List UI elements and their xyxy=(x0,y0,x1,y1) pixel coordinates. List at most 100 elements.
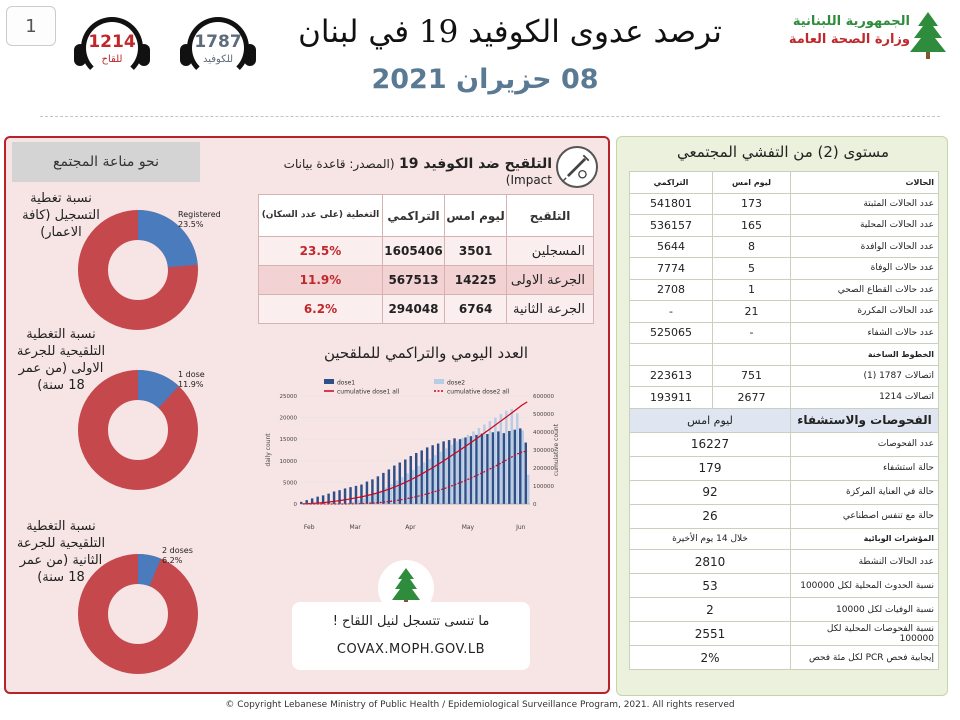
y-tick-label: 25000 xyxy=(280,394,298,400)
donut-registered xyxy=(78,210,198,330)
bar-dose1 xyxy=(453,438,456,504)
row-label: حالة في العناية المركزة xyxy=(790,479,939,505)
bar-dose2 xyxy=(466,434,470,504)
row-label: نسبة الحدوث المحلية لكل 100000 xyxy=(790,573,939,598)
bar-dose1 xyxy=(300,501,303,504)
bar-dose2 xyxy=(373,493,377,504)
value-cell: 92 xyxy=(629,479,791,505)
daily-value: 173 xyxy=(712,192,791,215)
cumulative-value: 7774 xyxy=(629,257,713,280)
bar-dose1 xyxy=(469,436,473,504)
y2-tick-label: 300000 xyxy=(533,448,554,454)
registration-text: ما تنسى تتسجل لنيل اللقاح ! xyxy=(332,614,490,629)
daily-value: 6764 xyxy=(444,294,508,324)
bar-dose1 xyxy=(393,465,396,504)
bar-dose1 xyxy=(343,488,347,504)
covid-hotline-number: 1787 xyxy=(194,32,242,52)
donut-caption-line2: 6.2% xyxy=(162,556,183,565)
row-label: عدد الحالات المكررة xyxy=(790,300,939,323)
table-row: عدد الحالات الوافدة 8 5644 xyxy=(629,235,939,258)
value-cell: 2% xyxy=(629,645,791,670)
row-label: عدد الفحوصات xyxy=(790,431,939,457)
bar-dose1 xyxy=(349,487,352,504)
bar-dose1 xyxy=(305,500,308,504)
bar-dose1 xyxy=(519,428,522,504)
bar-dose1 xyxy=(513,429,517,504)
hotlines-header-row: الخطوط الساخنة xyxy=(629,343,939,366)
bar-dose1 xyxy=(415,453,418,504)
coverage-value: 11.9% xyxy=(258,265,383,295)
value-cell: 16227 xyxy=(629,431,791,457)
daily-value: 14225 xyxy=(444,265,508,295)
value-cell: 2551 xyxy=(629,621,791,646)
report-date: 08 حزيران 2021 xyxy=(371,64,599,95)
cumulative-value: 5644 xyxy=(629,235,713,258)
vaccination-source: (المصدر: قاعدة بيانات Impact) xyxy=(283,157,552,187)
cumulative-value: - xyxy=(629,300,713,323)
vaccination-panel: نحو مناعة المجتمع نسبة تغطية التسجيل (كا… xyxy=(4,136,610,694)
cumulative-value: 223613 xyxy=(629,364,713,387)
bar-dose1 xyxy=(387,469,391,504)
registration-reminder: ما تنسى تتسجل لنيل اللقاح ! COVAX.MOPH.G… xyxy=(292,602,530,670)
bar-dose2 xyxy=(357,500,360,504)
donut-dose1-caption: 1 dose 11.9% xyxy=(178,370,205,390)
donut-caption-line1: 2 doses xyxy=(162,546,193,555)
y2-tick-label: 400000 xyxy=(533,430,554,436)
page-title: ترصد عدوى الكوفيد 19 في لبنان xyxy=(298,14,722,50)
month-label: Feb xyxy=(304,524,315,531)
bar-dose2 xyxy=(450,444,453,504)
immunity-title: نحو مناعة المجتمع xyxy=(12,142,200,182)
table-row: حالة استشفاء 179 xyxy=(629,455,939,481)
table-row: عدد الحالات المحلية 165 536157 xyxy=(629,214,939,237)
ministry-line2: وزارة الصحة العامة xyxy=(788,32,910,47)
month-label: Mar xyxy=(350,524,362,531)
y2-tick-label: 600000 xyxy=(533,394,554,400)
donut-covered-slice xyxy=(78,554,198,674)
bar-dose2 xyxy=(351,501,355,504)
bar-dose1 xyxy=(458,439,462,504)
bar-dose1 xyxy=(327,493,330,504)
bar-dose1 xyxy=(464,437,467,504)
column-header: التغطية (على عدد السكان) xyxy=(258,194,383,237)
donut-dose1-label: نسبة التغطية التلقيحية للجرعة الاولى (من… xyxy=(16,327,106,393)
vaccination-table: التلقيح ليوم امس التراكمي التغطية (على ع… xyxy=(258,194,594,324)
bar-dose1 xyxy=(354,485,358,504)
table-row: نسبة الوفيات لكل 10000 2 xyxy=(629,597,939,622)
daily-value: 5 xyxy=(712,257,791,280)
table-row: عدد حالات الشفاء -525065 xyxy=(629,321,939,344)
headset-icon xyxy=(187,17,249,79)
coverage-value: 6.2% xyxy=(258,294,383,324)
bar-dose2 xyxy=(472,431,475,504)
bar-dose2 xyxy=(433,455,437,504)
row-label: حالة استشفاء xyxy=(790,455,939,481)
legend-label: dose2 xyxy=(447,380,465,387)
registration-url-link[interactable]: COVAX.MOPH.GOV.LB xyxy=(336,642,486,657)
bar-dose2 xyxy=(401,477,404,504)
bar-dose2 xyxy=(390,484,393,504)
bar-dose2 xyxy=(417,465,420,504)
y2-axis-label: cumulative count xyxy=(553,423,560,476)
y2-tick-label: 500000 xyxy=(533,412,554,418)
copyright-footer: © Copyright Lebanese Ministry of Public … xyxy=(225,700,735,710)
row-label: إيجابية فحص PCR لكل مئة فحص xyxy=(790,645,939,670)
cumulative-value: 536157 xyxy=(629,214,713,237)
row-label: المسجلين xyxy=(506,236,594,266)
row-label: عدد الحالات المحلية xyxy=(790,214,939,237)
bar-dose2 xyxy=(461,437,464,504)
column-header: التلقيح xyxy=(506,194,594,237)
table-row: عدد الحالات المكررة 21- xyxy=(629,300,939,323)
section-header: الخطوط الساخنة xyxy=(790,343,939,366)
page-number: 1 xyxy=(6,6,56,46)
chart-title: العدد اليومي والتراكمي للملقحين xyxy=(323,344,529,362)
cumulative-value: 525065 xyxy=(629,321,713,344)
column-header: التراكمي xyxy=(381,194,446,237)
table-row: حالة مع تنفس اصطناعي 26 xyxy=(629,503,939,529)
donut-caption-line2: 11.9% xyxy=(178,380,204,389)
y2-tick-label: 100000 xyxy=(533,484,554,490)
covid-hotline-label: للكوفيد xyxy=(202,54,234,65)
y-axis-label: daily count xyxy=(265,433,272,467)
daily-value: 165 xyxy=(712,214,791,237)
bar-dose1 xyxy=(420,450,423,504)
column-header: التراكمي xyxy=(629,171,713,194)
bar-dose2 xyxy=(483,424,486,504)
